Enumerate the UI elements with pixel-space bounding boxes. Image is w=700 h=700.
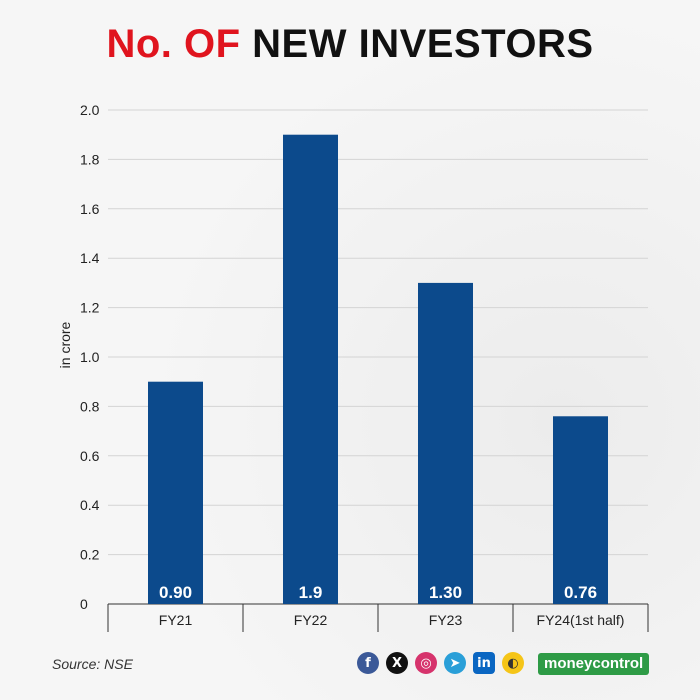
bar-fy23 xyxy=(418,282,473,604)
y-tick-label: 1.2 xyxy=(80,300,100,316)
instagram-icon[interactable]: ◎ xyxy=(415,652,437,674)
x-tick-label: FY23 xyxy=(429,612,463,628)
y-tick-label: 0.2 xyxy=(80,547,100,563)
bar-fy21 xyxy=(148,381,203,604)
title-part2: NEW INVESTORS xyxy=(252,22,594,66)
x-tick-label: FY22 xyxy=(294,612,328,628)
chart-title: No. OF NEW INVESTORS xyxy=(0,22,700,67)
linkedin-icon[interactable]: in xyxy=(473,652,495,674)
y-tick-label: 1.6 xyxy=(80,201,100,217)
y-tick-label: 1.8 xyxy=(80,151,100,167)
data-label: 1.30 xyxy=(429,583,462,602)
source-note: Source: NSE xyxy=(52,656,133,672)
data-label: 0.90 xyxy=(159,583,192,602)
y-tick-label: 2.0 xyxy=(80,102,100,118)
y-tick-label: 1.0 xyxy=(80,349,100,365)
x-tick-label: FY24(1st half) xyxy=(537,612,625,628)
data-label: 0.76 xyxy=(564,583,597,602)
x-icon[interactable]: X xyxy=(386,652,408,674)
title-part1: No. OF xyxy=(106,22,241,66)
bar-chart: 0 0.2 0.4 0.6 0.8 1.0 1.2 1.4 1.6 1.8 2.0 in crore 0… xyxy=(57,102,649,632)
y-tick-label: 0.6 xyxy=(80,448,100,464)
koo-icon[interactable]: ◐ xyxy=(502,652,524,674)
y-tick-label: 0.8 xyxy=(80,398,100,414)
y-tick-label: 0.4 xyxy=(80,497,100,513)
y-tick-label: 0 xyxy=(80,596,88,612)
y-tick-label: 1.4 xyxy=(80,250,100,266)
y-axis-label: in crore xyxy=(57,321,73,368)
data-label: 1.9 xyxy=(299,583,323,602)
bar-fy22 xyxy=(283,134,338,604)
brand-logo: moneycontrol xyxy=(538,653,650,675)
social-icons: f X ◎ ➤ in ◐ xyxy=(357,652,524,674)
x-tick-label: FY21 xyxy=(159,612,193,628)
bar-fy24-1st-half- xyxy=(553,416,608,604)
facebook-icon[interactable]: f xyxy=(357,652,379,674)
telegram-icon[interactable]: ➤ xyxy=(444,652,466,674)
